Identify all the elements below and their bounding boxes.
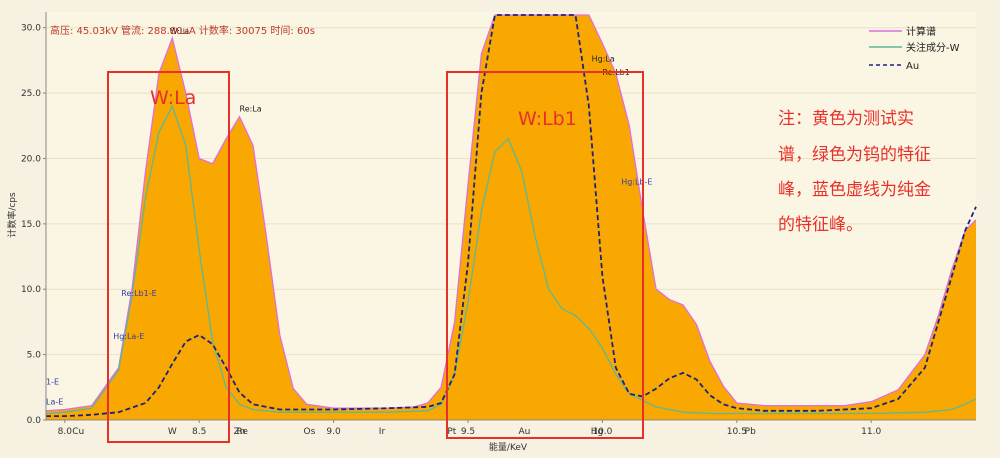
- peak-label-7: 1-E: [46, 378, 59, 387]
- element-marker-2: Zn: [234, 427, 246, 437]
- element-marker-1: W: [168, 427, 177, 437]
- w-la-box: [107, 71, 230, 443]
- peak-label-1: Re:La: [240, 104, 262, 113]
- legend-label-au: Au: [906, 61, 919, 72]
- measurement-header: 高压: 45.03kV 管流: 288.80uA 计数率: 30075 时间: …: [50, 24, 315, 37]
- peak-label-8: La-E: [46, 397, 63, 406]
- series-line-2: [46, 14, 977, 417]
- note-line-1: 注：黄色为测试实: [778, 109, 914, 129]
- w-la-box-label: W:La: [150, 87, 196, 109]
- series-line-1: [45, 104, 977, 415]
- legend-label-w: 关注成分-W: [906, 41, 960, 54]
- x-tick-label-3: 9.5: [461, 427, 475, 437]
- note-line-2: 谱，绿色为钨的特征: [778, 145, 931, 165]
- element-marker-7: Au: [519, 427, 531, 437]
- y-tick-label-1: 5.0: [27, 351, 42, 361]
- element-marker-5: Ir: [379, 427, 386, 437]
- legend-label-calc: 计算谱: [906, 25, 936, 38]
- peak-label-4: Hg:Lb-E: [621, 178, 652, 187]
- y-tick-label-5: 25.0: [21, 89, 41, 99]
- x-tick-label-4: 10.0: [592, 427, 612, 437]
- series-lines: [45, 14, 977, 417]
- y-ticks: 0.0 5.0 10.0 15.0 20.0 25.0 30.0: [21, 24, 46, 426]
- y-tick-label-4: 20.0: [21, 154, 41, 164]
- y-tick-label-3: 15.0: [21, 220, 41, 230]
- element-marker-6: Pt: [447, 427, 456, 437]
- x-tick-label-5: 10.5: [727, 427, 747, 437]
- w-lb1-box: [446, 71, 644, 439]
- element-marker-3: Re: [237, 427, 249, 437]
- w-lb1-box-label: W:Lb1: [518, 108, 577, 130]
- annotation-note: 注：黄色为测试实 谱，绿色为钨的特征 峰，蓝色虚线为纯金 的特征峰。: [778, 109, 931, 235]
- peak-label-2: Hg:La: [592, 55, 615, 64]
- measured-spectrum-fill: [46, 15, 976, 420]
- element-marker-9: Pb: [745, 427, 756, 437]
- x-tick-label-1: 8.5: [192, 427, 206, 437]
- peak-label-5: Re:Lb1-E: [121, 289, 156, 298]
- legend: 计算谱 关注成分-W Au: [869, 25, 960, 72]
- note-line-4: 的特征峰。: [778, 215, 863, 235]
- x-axis-label: 能量/KeV: [489, 441, 528, 453]
- element-marker-0: Cu: [72, 427, 84, 437]
- x-tick-label-6: 11.0: [861, 427, 881, 437]
- axes: [45, 12, 976, 421]
- element-marker-8: Hg: [591, 427, 603, 437]
- x-ticks: 8.0 8.5 9.0 9.5 10.0 10.5 11.0: [58, 420, 881, 437]
- peak-label-0: W:La: [170, 27, 190, 36]
- x-tick-label-0: 8.0: [58, 427, 73, 437]
- x-tick-label-2: 9.0: [326, 427, 341, 437]
- element-marker-4: Os: [304, 427, 316, 437]
- y-axis-label: 计数率/cps: [6, 192, 18, 238]
- peak-label-6: Hg:La-E: [113, 332, 144, 341]
- y-tick-label-2: 10.0: [21, 285, 41, 295]
- measured-area: [46, 15, 976, 420]
- note-line-3: 峰，蓝色虚线为纯金: [778, 180, 931, 200]
- y-tick-label-6: 30.0: [21, 24, 41, 34]
- y-tick-label-0: 0.0: [27, 416, 42, 426]
